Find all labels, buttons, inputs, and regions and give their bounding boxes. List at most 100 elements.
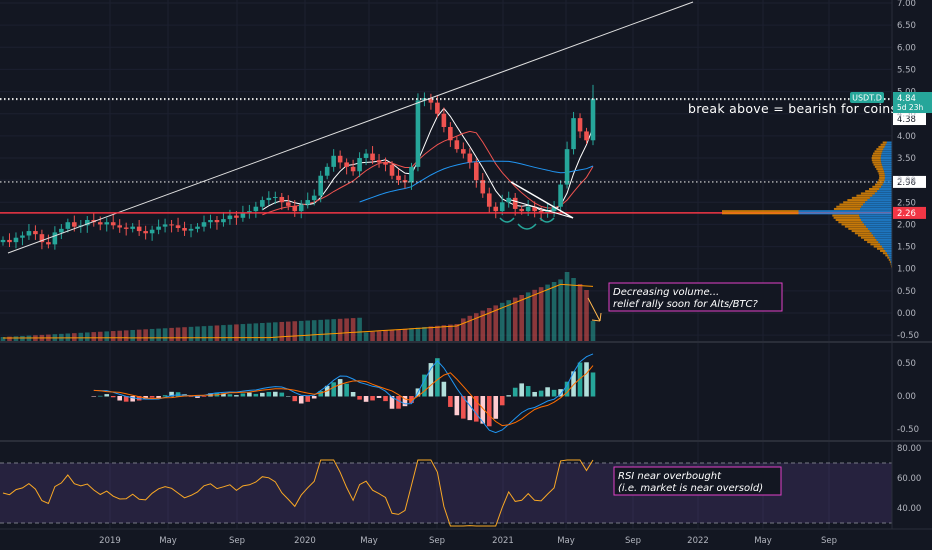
candle-body [175,225,181,228]
macd-histogram-bar [428,363,434,397]
candle-body [149,229,155,234]
volume-bar [201,326,207,341]
volume-bar [512,297,518,341]
volume-bar [240,324,246,341]
profile-bar-up [871,159,881,162]
macd-histogram-bar [383,396,388,402]
profile-bar-down [881,152,892,155]
candle-body [39,234,45,243]
candle-body [357,158,362,172]
profile-bar-down [871,232,892,235]
profile-bar-down [883,247,892,250]
profile-bar-down [798,210,892,213]
candle-body [584,131,589,141]
macd-tick-label: 0.50 [897,359,916,369]
last-price-tag: 4.84 5d 23h [893,92,932,113]
macd-histogram-bar [448,396,453,407]
macd-histogram-bar [175,392,181,397]
candle-body [461,149,466,154]
macd-histogram-bar [279,392,285,397]
profile-bar-down [885,250,892,252]
candle-body [506,197,512,203]
profile-bar-down [885,143,892,146]
candle-body [519,208,524,212]
time-tick-label: May [557,536,575,546]
candle-body [46,242,51,245]
volume-bar [311,320,317,341]
volume-bar [20,335,25,341]
volume-bar [162,328,168,341]
symbol-label: USDT.D [852,94,882,103]
candle-body [7,239,12,243]
price-tick-label: 6.50 [897,21,916,31]
volume-bar [370,331,375,341]
volume-bar [558,279,563,341]
profile-bar-up [880,250,886,252]
profile-bar-down [874,236,892,239]
volume-bar [363,332,369,341]
volume-bar [130,330,135,341]
profile-bar-up [843,201,866,204]
volume-bar [467,315,473,341]
profile-bar-down [869,196,892,199]
candle-body [402,180,408,183]
macd-histogram-bar [584,362,589,397]
profile-bar-down [888,254,892,257]
profile-bar-up [844,225,867,228]
volume-bar [428,326,434,341]
level-tag-label: 2.26 [897,209,916,219]
profile-bar-down [881,154,892,157]
time-tick-label: May [360,536,378,546]
volume-bars [0,272,602,341]
profile-bar-down [881,163,892,166]
candle-body [227,215,233,220]
volume-ma [2,283,594,339]
macd-histogram-bar [227,394,233,397]
volume-bar [577,284,583,341]
macd-histogram-bar [396,396,401,409]
volume-bar [590,321,596,341]
wedge-line [510,181,574,219]
volume-bar [117,330,123,341]
profile-bar-up [856,194,873,197]
volume-bar [344,318,349,341]
profile-bar-up [876,148,884,151]
time-tick-label: Sep [821,536,837,546]
profile-bar-up [868,188,880,190]
symbol-badge: USDT.D [850,92,884,103]
macd-histogram-bar [253,393,259,397]
profile-bar-down [890,258,892,261]
volume-bar [221,325,226,341]
head-shoulders-arc [499,217,515,223]
annotation-break-above-text: break above = bearish for coins [688,101,897,116]
candle-body [221,219,226,223]
price-tick-label: 2.00 [897,220,916,230]
macd-histogram-bar [110,396,116,398]
volume-bar [441,325,447,341]
volume-bar [260,323,265,341]
macd-histogram-bar [409,396,414,403]
volume-bar [551,282,557,341]
candle-body [428,98,434,103]
volume-bar [318,319,323,341]
profile-bar-up [870,243,881,246]
profile-bar-up [878,145,885,148]
profile-bar-up [890,263,892,266]
candle-body [195,226,200,229]
volume-bar [350,318,356,341]
profile-bar-down [865,201,892,204]
macd-histogram-bar [532,391,537,397]
candle-body [162,224,168,227]
profile-bar-up [833,216,860,219]
rsi-tick-label: 40.00 [897,504,921,514]
volume-bar [564,272,570,341]
macd-histogram-bar [117,396,123,401]
macd-histogram-bar [357,396,362,400]
price-tick-label: 3.50 [897,154,916,164]
annotation-break-above: break above = bearish for coins [688,101,897,116]
profile-bar-up [876,168,884,171]
profile-bar-up [867,241,879,244]
candle-body [389,164,395,176]
time-tick-label: May [159,536,177,546]
